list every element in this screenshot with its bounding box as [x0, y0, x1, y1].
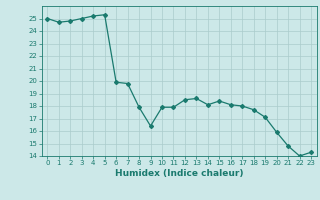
X-axis label: Humidex (Indice chaleur): Humidex (Indice chaleur): [115, 169, 244, 178]
